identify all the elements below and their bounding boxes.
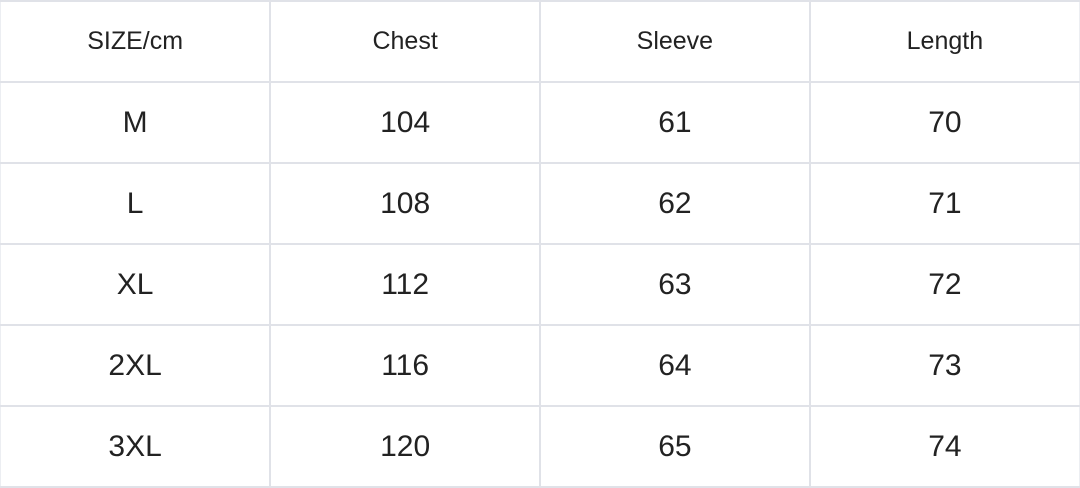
cell-length: 73 [808,324,1080,407]
cell-chest: 116 [269,324,541,407]
header-chest: Chest [269,0,541,83]
cell-chest: 112 [269,243,541,326]
cell-size: M [0,81,272,164]
cell-size: 2XL [0,324,272,407]
cell-chest: 108 [269,162,541,245]
cell-length: 74 [808,405,1080,488]
cell-length: 72 [808,243,1080,326]
header-sleeve: Sleeve [539,0,811,83]
cell-size: 3XL [0,405,272,488]
header-length: Length [808,0,1080,83]
cell-sleeve: 63 [539,243,811,326]
table-row: L 108 62 71 [0,162,1080,245]
cell-sleeve: 62 [539,162,811,245]
cell-sleeve: 65 [539,405,811,488]
cell-sleeve: 61 [539,81,811,164]
table-row: 2XL 116 64 73 [0,324,1080,407]
table-row: 3XL 120 65 74 [0,405,1080,488]
cell-chest: 104 [269,81,541,164]
header-size: SIZE/cm [0,0,272,83]
cell-length: 70 [808,81,1080,164]
cell-size: XL [0,243,272,326]
table-row: XL 112 63 72 [0,243,1080,326]
header-row: SIZE/cm Chest Sleeve Length [0,0,1080,83]
table-row: M 104 61 70 [0,81,1080,164]
cell-chest: 120 [269,405,541,488]
cell-sleeve: 64 [539,324,811,407]
cell-length: 71 [808,162,1080,245]
cell-size: L [0,162,272,245]
